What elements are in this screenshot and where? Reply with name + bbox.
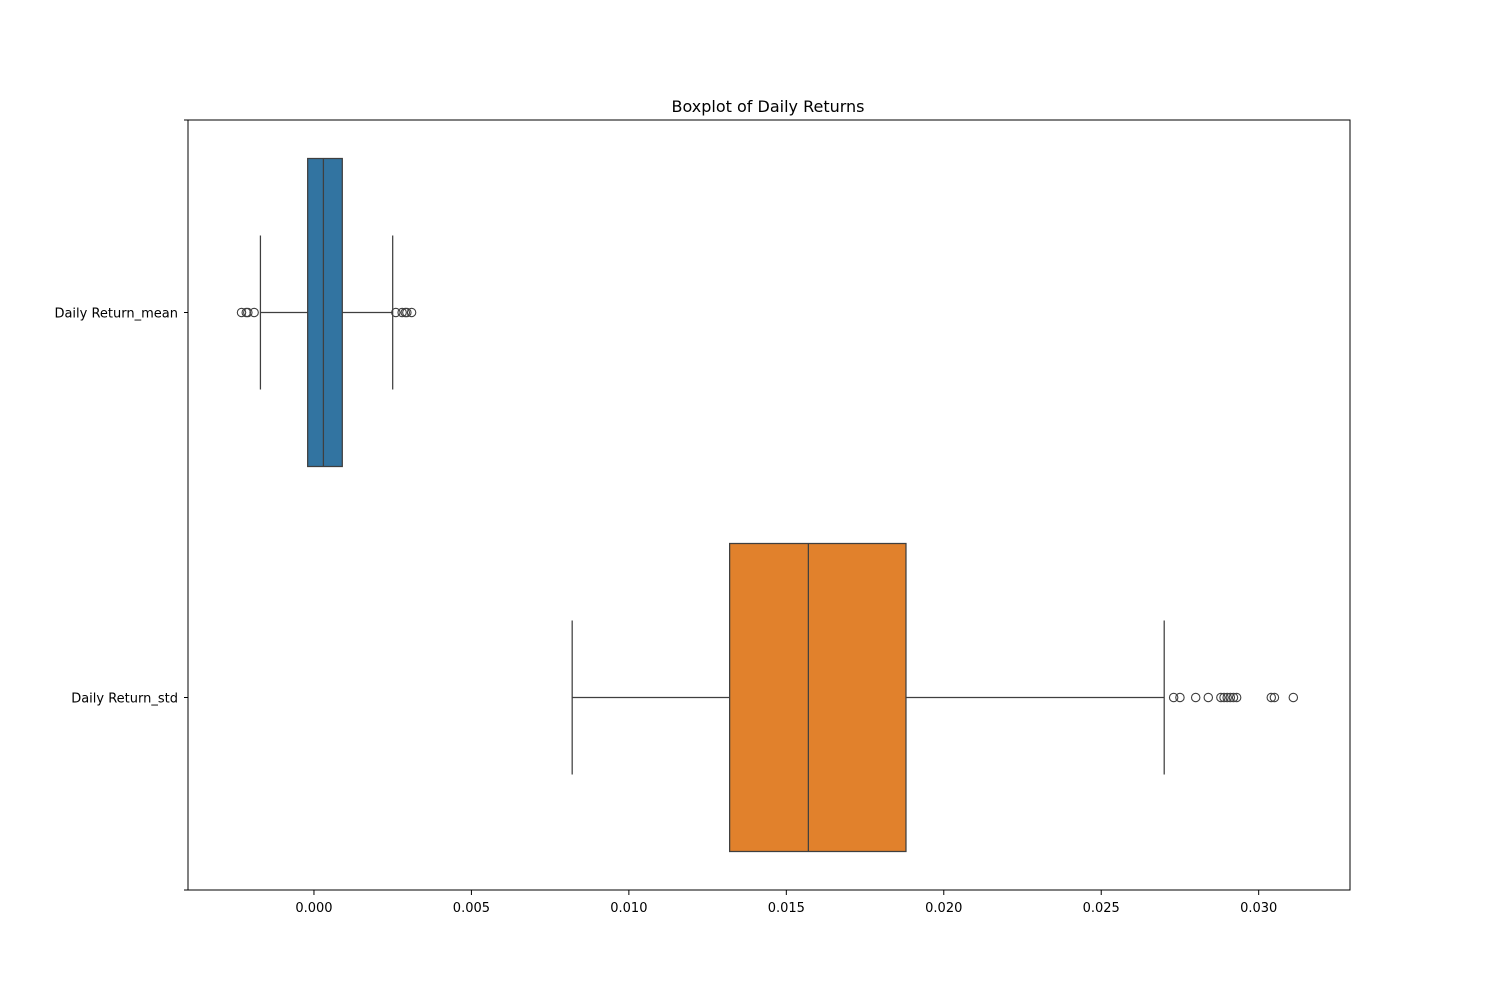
outlier-point-0-5: [397, 307, 407, 318]
outlier-point-1-0: [1168, 692, 1179, 703]
box-0: [307, 157, 343, 468]
plot-area: [236, 157, 1299, 853]
x-tick-label-1: 0.005: [453, 901, 490, 916]
outlier-point-1-7: [1225, 692, 1236, 703]
box-1: [729, 542, 907, 853]
x-tick-label-4: 0.020: [925, 901, 962, 916]
outlier-point-1-3: [1203, 692, 1214, 703]
outlier-point-1-11: [1269, 692, 1280, 703]
axes: Daily Return_mean Daily Return_std 0.000 0.…: [54, 119, 1277, 916]
outlier-point-1-6: [1222, 692, 1232, 703]
outlier-point-0-2: [243, 307, 253, 318]
x-tick-label-0: 0.000: [295, 901, 332, 916]
outlier-point-0-4: [391, 307, 401, 318]
chart-title: Boxplot of Daily Returns: [672, 97, 865, 116]
outlier-point-1-10: [1266, 692, 1277, 703]
outlier-point-1-12: [1288, 692, 1299, 703]
x-tick-label-6: 0.030: [1240, 901, 1277, 916]
outlier-point-1-2: [1190, 692, 1201, 703]
outlier-point-1-5: [1219, 692, 1229, 703]
outlier-point-0-0: [236, 307, 247, 318]
outlier-point-1-1: [1175, 692, 1185, 703]
outlier-point-1-9: [1231, 692, 1242, 703]
outlier-point-0-7: [402, 307, 412, 318]
y-tick-label-1: Daily Return_std: [71, 692, 178, 707]
x-tick-label-5: 0.025: [1083, 901, 1120, 916]
plot-frame: [187, 119, 1351, 891]
x-tick-label-2: 0.010: [610, 901, 647, 916]
outlier-point-1-4: [1216, 692, 1226, 703]
y-tick-label-0: Daily Return_mean: [54, 307, 178, 322]
outlier-point-0-3: [249, 307, 259, 318]
outlier-point-1-8: [1228, 692, 1239, 703]
outlier-point-0-8: [406, 307, 417, 318]
x-tick-label-3: 0.015: [768, 901, 805, 916]
